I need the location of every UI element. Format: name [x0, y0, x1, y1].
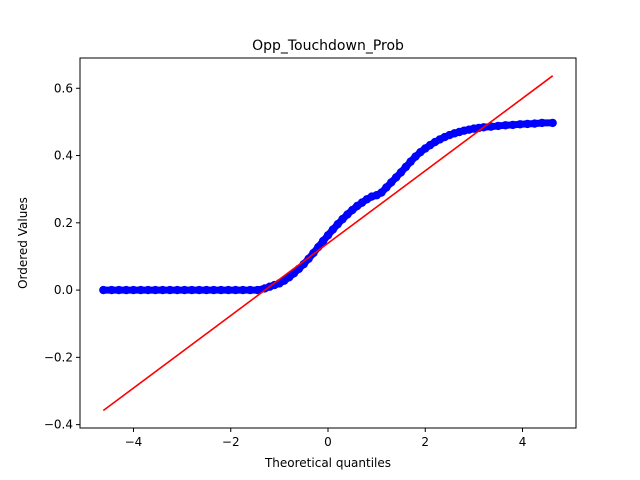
data-point — [396, 168, 406, 177]
data-point — [530, 119, 539, 128]
data-point — [253, 285, 262, 295]
y-tick-label: 0.6 — [54, 81, 73, 95]
reference-fit-line — [102, 75, 554, 412]
data-point — [180, 285, 189, 295]
data-point — [151, 285, 160, 295]
data-point — [194, 285, 204, 295]
data-point — [187, 285, 197, 295]
x-tick-label: −4 — [125, 435, 143, 449]
data-point — [245, 285, 255, 295]
data-point — [165, 285, 175, 295]
x-tick-label: 0 — [324, 435, 332, 449]
data-point — [401, 162, 411, 172]
data-point — [515, 120, 525, 129]
data-point — [238, 285, 248, 295]
data-point — [231, 285, 240, 295]
y-axis-label: Ordered Values — [16, 197, 30, 289]
y-tick-label: 0.4 — [54, 149, 73, 163]
data-point — [121, 285, 131, 295]
data-point — [143, 285, 153, 295]
data-point — [508, 120, 517, 130]
y-tick-label: 0.2 — [54, 216, 73, 230]
data-point — [548, 118, 557, 128]
y-axis-ticks: −0.4 −0.2 0.0 0.2 0.4 0.6 — [44, 81, 80, 432]
y-tick-label: −0.4 — [44, 418, 73, 432]
data-point — [136, 285, 145, 295]
data-point — [224, 285, 233, 295]
sample-quantile-points — [99, 118, 557, 295]
data-point — [173, 285, 182, 295]
data-point — [216, 285, 226, 295]
data-point — [537, 118, 547, 128]
data-point — [158, 285, 167, 295]
data-point — [501, 121, 510, 130]
data-point — [493, 121, 503, 131]
data-point — [129, 285, 138, 295]
x-tick-label: −2 — [222, 435, 240, 449]
data-point — [328, 225, 338, 234]
chart-title: Opp_Touchdown_Prob — [252, 38, 404, 54]
data-point — [523, 119, 532, 129]
x-axis-label: Theoretical quantiles — [264, 456, 391, 470]
y-tick-label: −0.2 — [44, 350, 73, 364]
data-point — [107, 285, 116, 295]
data-point — [209, 285, 218, 295]
x-tick-label: 2 — [421, 435, 429, 449]
data-point — [202, 285, 211, 295]
data-point — [318, 236, 328, 246]
data-point — [323, 231, 333, 240]
plot-area — [99, 75, 557, 412]
data-point — [486, 122, 496, 131]
data-point — [99, 285, 108, 295]
data-point — [114, 285, 124, 295]
x-tick-label: 4 — [519, 435, 527, 449]
y-tick-label: 0.0 — [54, 283, 73, 297]
x-axis-ticks: −4 −2 0 2 4 — [125, 428, 527, 449]
